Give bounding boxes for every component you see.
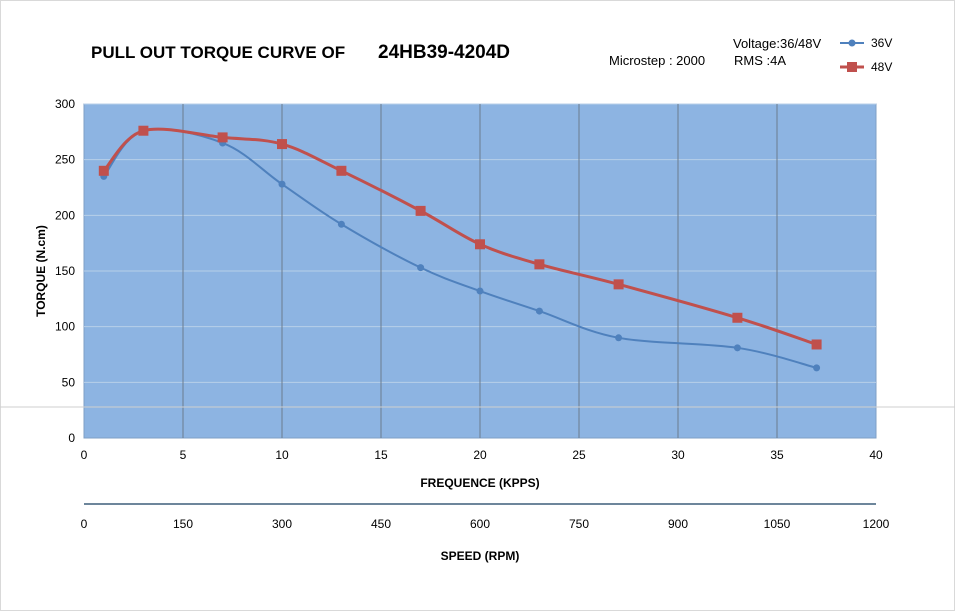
- x-axis-title: FREQUENCE (KPPS): [420, 476, 539, 490]
- data-point-36V: [733, 344, 741, 352]
- data-point-48V: [475, 239, 485, 250]
- voltage-label: Voltage:36/48V: [733, 36, 822, 51]
- data-point-48V: [613, 279, 624, 290]
- motor-model: 24HB39-4204D: [378, 42, 511, 63]
- data-point-48V: [534, 259, 545, 270]
- x-tick-label: 35: [770, 448, 784, 462]
- y-tick-label: 100: [55, 320, 75, 334]
- rpm-tick-label: 1050: [764, 517, 791, 531]
- rpm-tick-label: 150: [173, 517, 193, 531]
- x-tick-label: 40: [869, 448, 883, 462]
- y-tick-label: 150: [55, 264, 75, 278]
- x-tick-label: 30: [671, 448, 685, 462]
- x-tick-label: 25: [572, 448, 586, 462]
- y-tick-label: 250: [55, 153, 75, 167]
- data-point-36V: [813, 364, 821, 372]
- rpm-tick-label: 0: [81, 517, 88, 531]
- y-tick-label: 300: [55, 97, 75, 111]
- y-tick-label: 200: [55, 208, 75, 222]
- legend-label-48V: 48V: [871, 60, 892, 74]
- data-point-48V: [732, 312, 743, 323]
- rpm-tick-label: 1200: [863, 517, 890, 531]
- data-point-36V: [615, 334, 623, 342]
- data-point-36V: [337, 220, 345, 228]
- x-tick-label: 5: [180, 448, 187, 462]
- rpm-axis-title: SPEED (RPM): [441, 549, 520, 563]
- data-point-36V: [476, 287, 484, 295]
- chart-title: PULL OUT TORQUE CURVE OF: [91, 43, 346, 62]
- data-point-36V: [535, 307, 543, 315]
- rpm-tick-label: 300: [272, 517, 292, 531]
- series-line-48V: [102, 127, 818, 346]
- y-axis-title: TORQUE (N.cm): [34, 225, 48, 317]
- data-point-36V: [278, 180, 286, 188]
- data-point-48V: [138, 125, 149, 136]
- data-point-48V: [277, 139, 287, 150]
- rpm-tick-label: 600: [470, 517, 490, 531]
- data-point-48V: [336, 165, 347, 176]
- data-point-36V: [417, 264, 425, 272]
- x-tick-label: 15: [374, 448, 388, 462]
- data-point-48V: [811, 339, 822, 350]
- data-point-48V: [217, 132, 228, 143]
- data-point-48V: [415, 205, 426, 216]
- legend-marker-36V: [848, 39, 856, 47]
- y-tick-label: 0: [68, 431, 75, 445]
- x-tick-label: 0: [81, 448, 88, 462]
- rms-label: RMS :4A: [734, 53, 787, 68]
- rpm-tick-label: 900: [668, 517, 688, 531]
- y-tick-label: 50: [62, 375, 76, 389]
- rpm-tick-label: 450: [371, 517, 391, 531]
- legend-marker-48V: [847, 62, 857, 72]
- rpm-tick-label: 750: [569, 517, 589, 531]
- data-point-48V: [98, 165, 109, 176]
- x-tick-label: 20: [473, 448, 487, 462]
- x-tick-label: 10: [275, 448, 289, 462]
- legend-label-36V: 36V: [871, 36, 892, 50]
- microstep-label: Microstep : 2000: [609, 53, 706, 68]
